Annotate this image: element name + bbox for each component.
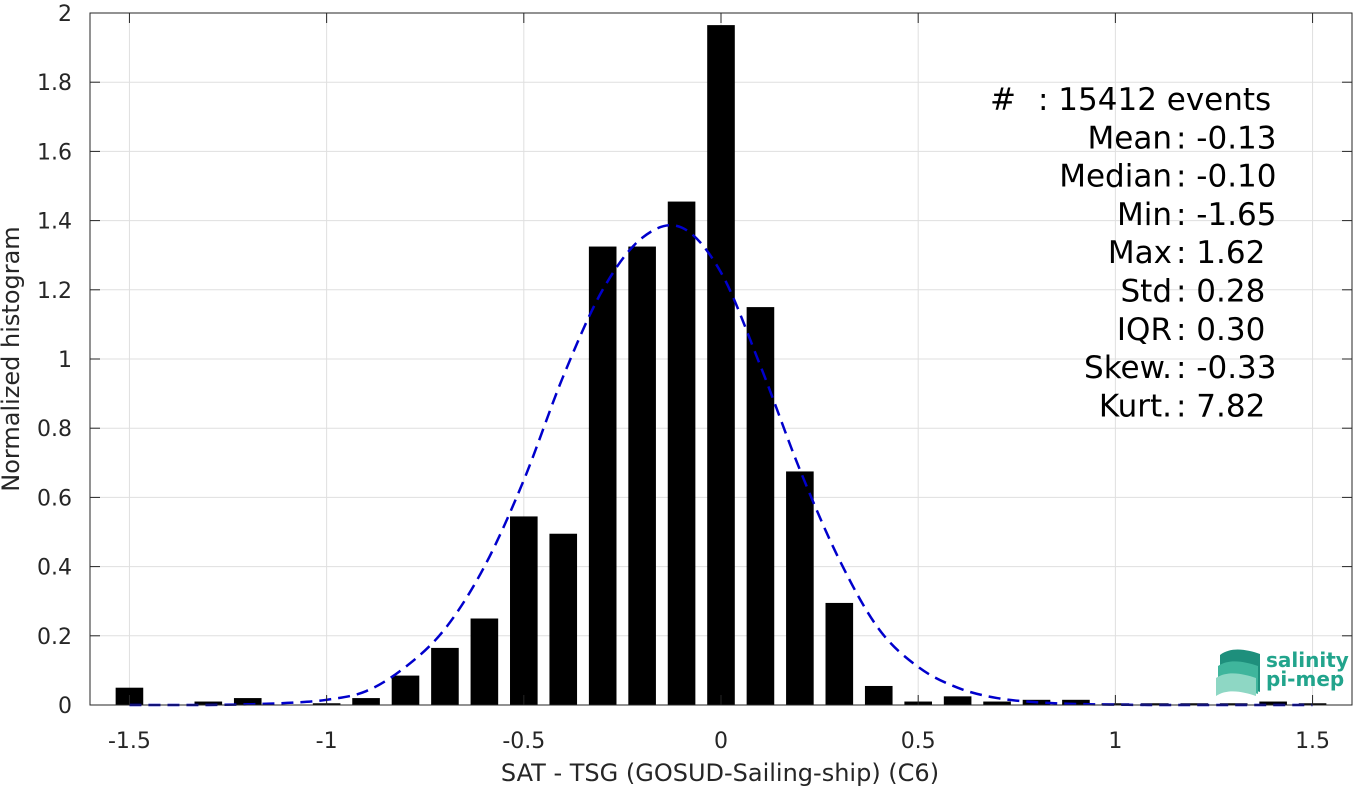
- stat-label-4: Max: [1108, 235, 1172, 271]
- x-tick-label-4: 0.5: [901, 729, 936, 754]
- stat-value-6: : 0.30: [1176, 312, 1265, 348]
- wave-icon: [1216, 649, 1260, 696]
- stat-value-3: : -1.65: [1176, 197, 1277, 233]
- x-tick-label-6: 1.5: [1295, 729, 1330, 754]
- bar-19: [864, 685, 893, 705]
- y-tick-label-7: 1.4: [37, 210, 72, 235]
- y-tick-label-1: 0.2: [37, 625, 72, 650]
- stat-label-5: Std: [1120, 274, 1172, 310]
- bar-26: [1141, 703, 1169, 705]
- bar-14: [667, 201, 696, 705]
- y-tick-label-3: 0.6: [37, 486, 72, 511]
- y-tick-label-2: 0.4: [37, 556, 72, 581]
- stat-label-6: IQR: [1117, 312, 1172, 348]
- salinity-pi-mep-logo: salinity pi-mep: [1216, 648, 1349, 696]
- logo-line-1: salinity: [1266, 648, 1349, 672]
- stat-label-1: Mean: [1088, 120, 1172, 156]
- stat-value-7: : -0.33: [1176, 350, 1277, 386]
- y-tick-label-0: 0: [58, 694, 72, 719]
- bar-28: [1219, 703, 1248, 705]
- stat-label-3: Min: [1117, 197, 1172, 233]
- stat-label-7: Skew.: [1084, 350, 1172, 386]
- y-tick-label-6: 1.2: [37, 279, 72, 304]
- bar-17: [786, 471, 814, 705]
- stat-value-0: : 15412 events: [1038, 82, 1271, 118]
- stat-value-2: : -0.10: [1176, 159, 1277, 195]
- bar-7: [391, 675, 420, 705]
- x-axis-label: SAT - TSG (GOSUD-Sailing-ship) (C6): [501, 759, 939, 787]
- x-tick-label-5: 1: [1108, 729, 1122, 754]
- bar-6: [352, 698, 380, 705]
- stat-label-8: Kurt.: [1099, 388, 1172, 424]
- ticks: [90, 12, 1352, 706]
- bar-12: [588, 246, 617, 706]
- stat-value-8: : 7.82: [1176, 388, 1265, 424]
- y-tick-label-9: 1.8: [37, 71, 72, 96]
- y-tick-label-8: 1.6: [37, 140, 72, 165]
- bar-10: [510, 516, 538, 705]
- logo-line-2: pi-mep: [1266, 667, 1344, 691]
- y-tick-label-4: 0.8: [37, 417, 72, 442]
- bar-21: [943, 696, 972, 705]
- bar-22: [983, 701, 1011, 705]
- y-axis-label: Normalized histogram: [0, 226, 25, 491]
- x-tick-label-0: -1.5: [108, 729, 151, 754]
- stat-value-4: : 1.62: [1176, 235, 1265, 271]
- bar-3: [233, 698, 262, 705]
- stat-value-5: : 0.28: [1176, 274, 1265, 310]
- bar-2: [194, 701, 223, 705]
- bar-9: [470, 618, 499, 705]
- bar-11: [549, 533, 578, 705]
- bar-8: [431, 647, 459, 705]
- bar-18: [825, 602, 854, 705]
- x-tick-label-3: 0: [714, 729, 728, 754]
- y-tick-label-5: 1: [58, 348, 72, 373]
- bars: [115, 25, 1327, 706]
- bar-27: [1180, 703, 1209, 705]
- bar-13: [628, 246, 656, 706]
- stat-label-2: Median: [1059, 159, 1172, 195]
- bar-29: [1259, 701, 1287, 705]
- x-tick-label-2: -0.5: [502, 729, 545, 754]
- bar-24: [1062, 699, 1090, 705]
- y-tick-labels: 0 0.2 0.4 0.6 0.8 1 1.2 1.4 1.6 1.8 2: [37, 2, 72, 719]
- bar-16: [746, 307, 775, 705]
- x-tick-label-1: -1: [316, 729, 338, 754]
- x-tick-labels: -1.5 -1 -0.5 0 0.5 1 1.5: [108, 729, 1330, 754]
- bar-15: [707, 25, 735, 706]
- y-tick-label-10: 2: [58, 2, 72, 27]
- stat-value-1: : -0.13: [1176, 120, 1277, 156]
- stat-label-0: #: [990, 82, 1016, 118]
